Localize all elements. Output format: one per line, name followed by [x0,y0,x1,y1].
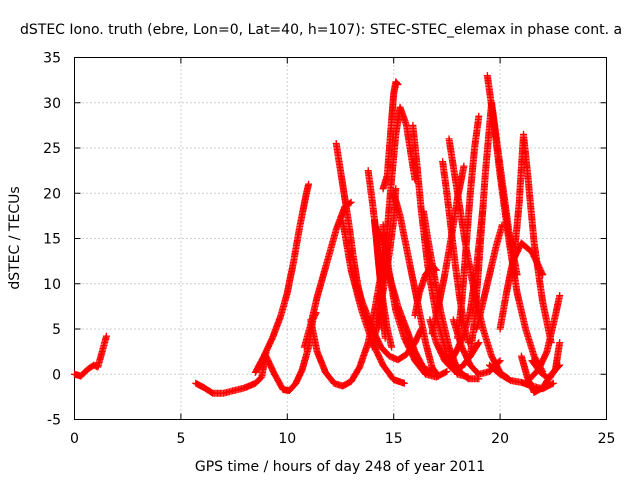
y-axis-label: dSTEC / TECUs [7,186,23,289]
axis-ticks: 0 5 10 15 20 25 -5 0 5 10 15 20 25 30 35 [43,51,615,448]
satellite-arc [379,78,402,193]
satellite-arc [351,280,425,364]
satellite-arc [379,221,451,381]
plus-markers [483,72,547,375]
data-points [71,72,564,397]
y-tick-label: 15 [43,232,61,248]
plus-markers [300,198,355,351]
y-tick-label: 5 [52,322,61,338]
x-tick-label: 20 [491,431,509,447]
plus-markers [379,221,451,381]
satellite-arc [483,72,547,375]
plus-markers [473,221,506,333]
plus-markers [511,130,555,347]
satellite-arc [192,349,270,397]
plus-markers [351,280,425,364]
satellite-arc [528,339,564,383]
satellite-arc [473,221,506,333]
satellite-arc [71,332,110,380]
plus-markers [411,262,440,319]
x-tick-label: 5 [176,431,185,447]
y-tick-label: 30 [43,96,61,112]
satellite-arc [526,292,564,383]
satellite-arc [411,262,440,319]
plus-markers [528,339,564,383]
y-tick-label: 0 [52,367,61,383]
y-tick-label: 20 [43,186,61,202]
plus-markers [526,292,564,383]
x-tick-label: 0 [70,431,79,447]
plus-markers [251,180,313,376]
satellite-arc [300,198,355,351]
satellite-arc [511,130,555,347]
plus-markers [71,332,110,380]
x-tick-label: 10 [278,431,296,447]
plus-markers [192,349,270,397]
y-tick-label: 10 [43,277,61,293]
y-tick-label: 25 [43,141,61,157]
y-tick-label: 35 [43,51,61,67]
satellite-arc [251,180,313,376]
x-tick-label: 25 [598,431,616,447]
x-axis-label: GPS time / hours of day 248 of year 2011 [195,459,485,475]
chart-title: dSTEC Iono. truth (ebre, Lon=0, Lat=40, … [20,22,622,38]
y-tick-label: -5 [47,413,61,429]
x-tick-label: 15 [385,431,403,447]
plus-markers [379,78,402,193]
